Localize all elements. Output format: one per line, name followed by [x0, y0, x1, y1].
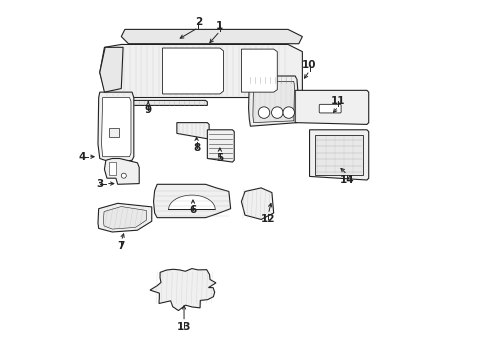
Polygon shape [153, 184, 231, 218]
Polygon shape [207, 130, 234, 162]
Polygon shape [177, 123, 209, 139]
Polygon shape [242, 188, 274, 220]
Text: 13: 13 [177, 322, 191, 332]
Polygon shape [100, 44, 302, 98]
Text: 14: 14 [340, 175, 355, 185]
Polygon shape [100, 47, 123, 92]
Text: 4: 4 [78, 152, 86, 162]
Text: 12: 12 [261, 215, 275, 224]
Circle shape [271, 107, 283, 118]
Text: 8: 8 [193, 143, 200, 153]
Text: 6: 6 [189, 206, 196, 216]
Circle shape [258, 107, 270, 118]
Polygon shape [98, 203, 152, 232]
FancyBboxPatch shape [319, 104, 341, 113]
Text: 7: 7 [118, 241, 125, 251]
Text: 1: 1 [216, 21, 223, 31]
Text: 5: 5 [216, 153, 223, 163]
Polygon shape [150, 269, 216, 311]
Bar [109, 128, 120, 137]
Polygon shape [109, 162, 116, 175]
Text: 3: 3 [96, 179, 103, 189]
Circle shape [122, 173, 126, 178]
Polygon shape [122, 30, 302, 44]
Text: 2: 2 [195, 17, 202, 27]
Polygon shape [98, 92, 134, 163]
Text: 11: 11 [331, 96, 345, 106]
Circle shape [283, 107, 294, 118]
Polygon shape [253, 81, 294, 123]
Polygon shape [295, 90, 368, 125]
Bar [315, 135, 363, 175]
Polygon shape [248, 76, 298, 126]
Polygon shape [310, 130, 368, 180]
Polygon shape [242, 49, 277, 92]
Polygon shape [169, 195, 215, 210]
Polygon shape [163, 48, 223, 94]
Polygon shape [103, 207, 147, 229]
Polygon shape [101, 98, 131, 157]
Text: 10: 10 [302, 60, 317, 70]
Polygon shape [132, 100, 207, 105]
Polygon shape [104, 158, 139, 184]
Text: 9: 9 [145, 105, 152, 115]
